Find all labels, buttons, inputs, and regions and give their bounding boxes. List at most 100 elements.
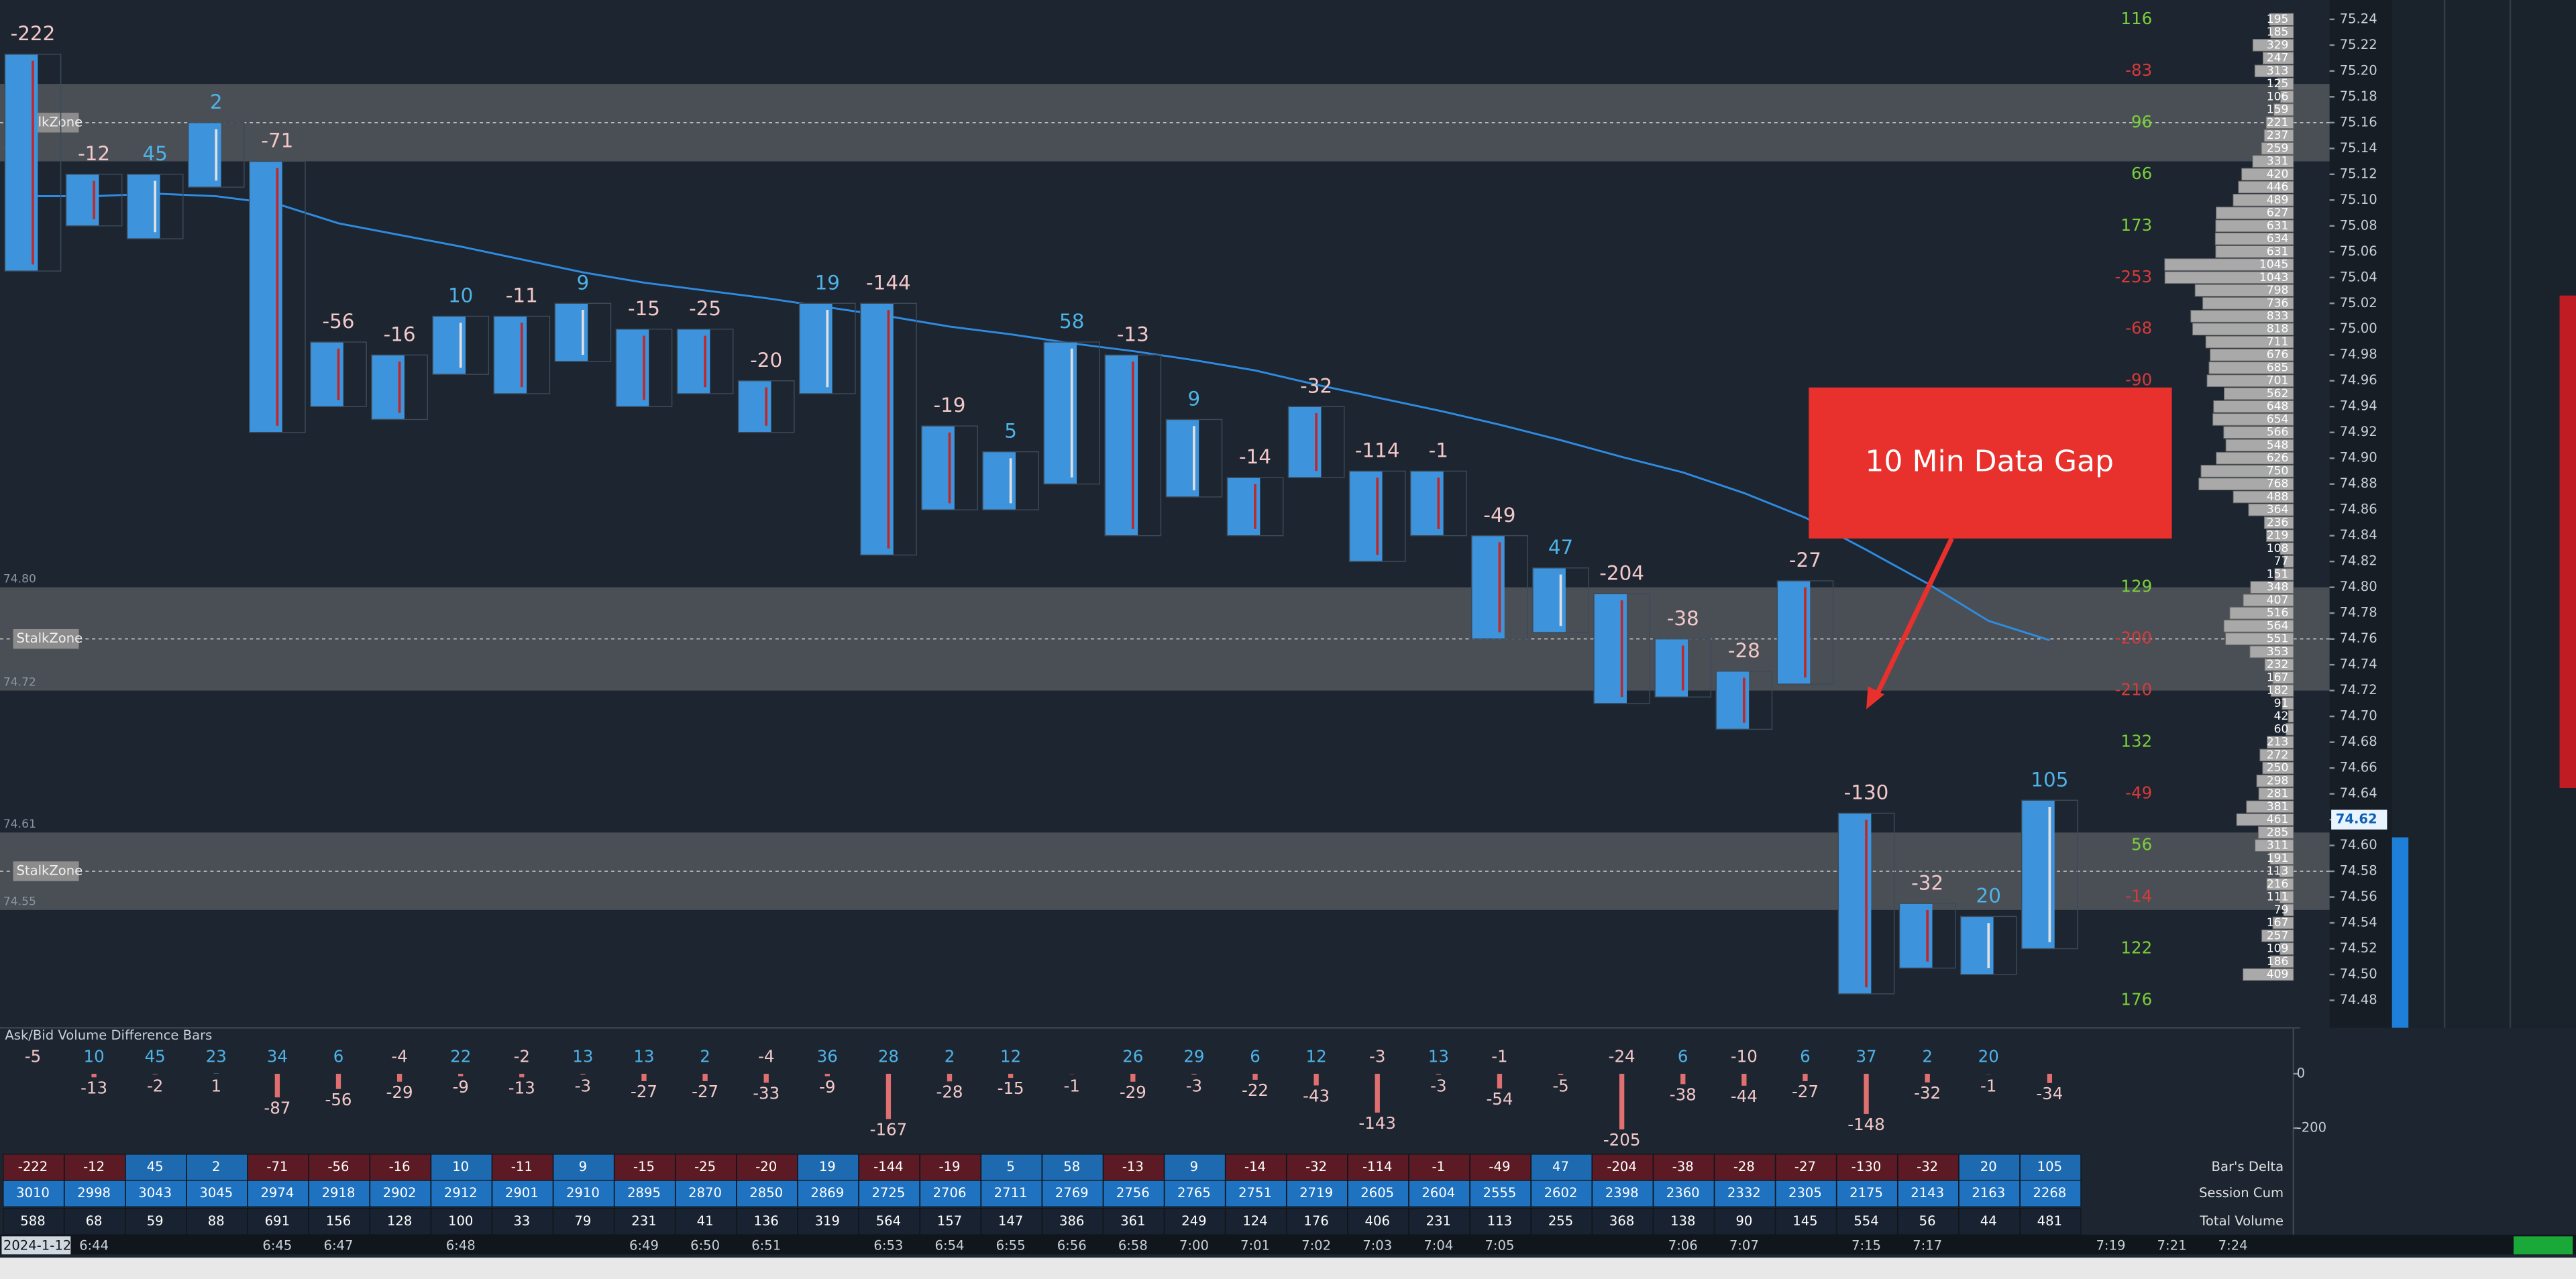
price-tick-label: 75.00	[2340, 321, 2377, 336]
time-label: 6:55	[996, 1238, 1026, 1254]
table-cell	[919, 1154, 981, 1181]
profile-label: 566	[2267, 426, 2289, 439]
ask-bid-bottom-label: -27	[692, 1082, 718, 1101]
table-value: 79	[574, 1213, 591, 1229]
table-cell	[186, 1180, 248, 1207]
ask-bid-top-label: -5	[25, 1047, 41, 1066]
table-cell	[614, 1208, 676, 1235]
ask-bid-bar	[1803, 1074, 1808, 1081]
time-axis-bg	[0, 1234, 2576, 1255]
time-label: 6:45	[262, 1238, 292, 1254]
table-cell	[1653, 1208, 1715, 1235]
table-value: -49	[1489, 1159, 1510, 1174]
profile-label: 364	[2267, 503, 2289, 516]
profile-label: 562	[2267, 387, 2289, 400]
price-tick-label: 74.54	[2340, 915, 2377, 930]
table-value: 100	[448, 1213, 473, 1229]
table-cell	[1591, 1180, 1654, 1207]
table-value: -11	[511, 1159, 533, 1174]
ask-bid-bar	[641, 1074, 647, 1081]
profile-label: 237	[2267, 129, 2289, 142]
ask-bid-bar	[824, 1074, 830, 1076]
table-cell	[1164, 1154, 1226, 1181]
table-cell	[1286, 1180, 1348, 1207]
footprint-outline	[187, 122, 245, 188]
ask-bid-bottom-label: -143	[1358, 1113, 1396, 1133]
table-value: 138	[1670, 1213, 1695, 1229]
bar-delta-label: 58	[1059, 310, 1084, 333]
table-value: 105	[2037, 1159, 2062, 1174]
ask-bid-bottom-label: -167	[870, 1120, 908, 1139]
profile-bar	[2266, 878, 2294, 891]
price-tick-label: 74.60	[2340, 837, 2377, 852]
table-value: 2711	[994, 1185, 1028, 1201]
level-delta: 116	[2121, 9, 2152, 28]
table-value: 2605	[1360, 1185, 1394, 1201]
profile-label: 1043	[2259, 271, 2289, 284]
ask-bid-bar	[1252, 1074, 1258, 1080]
profile-label: 627	[2267, 207, 2289, 220]
profile-label: 167	[2267, 916, 2289, 930]
profile-bar	[2264, 658, 2294, 671]
profile-label: 701	[2267, 374, 2289, 388]
bar-delta-label: -114	[1355, 439, 1400, 462]
profile-bar	[2255, 839, 2294, 852]
side-panel	[2392, 0, 2576, 1028]
ask-bid-top-label: -4	[758, 1047, 774, 1066]
zone-price-label: 74.72	[3, 675, 36, 689]
level-delta: -68	[2125, 319, 2152, 338]
profile-bar	[2270, 955, 2294, 968]
table-value: 136	[754, 1213, 779, 1229]
table-cell	[1714, 1208, 1776, 1235]
table-value: 44	[1980, 1213, 1997, 1229]
table-cell	[430, 1180, 492, 1207]
table-value: 58	[1063, 1159, 1080, 1174]
profile-label: 272	[2267, 748, 2289, 762]
table-cell	[1042, 1208, 1104, 1235]
profile-label: 257	[2267, 929, 2289, 942]
ask-bid-bar	[2047, 1074, 2053, 1083]
current-price-label: 74.62	[2336, 812, 2377, 827]
ask-bid-tick-label: -200	[2297, 1119, 2326, 1135]
profile-bar	[2254, 64, 2294, 78]
bar-delta-label: 9	[1188, 388, 1201, 410]
profile-bar	[2194, 284, 2294, 297]
profile-label: 750	[2267, 464, 2289, 478]
profile-label: 311	[2267, 839, 2289, 852]
ask-bid-top-label: 6	[333, 1047, 344, 1066]
ask-bid-bar	[947, 1074, 953, 1082]
ask-bid-top-label: 6	[1250, 1047, 1260, 1066]
time-label: 7:24	[2218, 1238, 2248, 1254]
footprint-outline	[1226, 477, 1284, 537]
profile-bar	[2164, 258, 2294, 271]
profile-bar	[2225, 632, 2294, 645]
table-cell	[858, 1154, 920, 1181]
table-value: 9	[579, 1159, 587, 1174]
footprint-outline	[1043, 341, 1101, 485]
ask-bid-bar	[702, 1074, 708, 1081]
profile-label: 221	[2267, 116, 2289, 129]
level-delta: 176	[2121, 990, 2152, 1009]
bar-delta-label: -49	[1483, 504, 1515, 526]
table-cell	[1836, 1180, 1898, 1207]
table-value: 2268	[2033, 1185, 2066, 1201]
table-cell	[797, 1208, 859, 1235]
profile-bar	[2252, 39, 2294, 52]
table-value: -14	[1244, 1159, 1266, 1174]
profile-label: 353	[2267, 645, 2289, 659]
footprint-outline	[1837, 812, 1895, 995]
table-cell	[308, 1154, 370, 1181]
price-tick-label: 74.50	[2340, 966, 2377, 982]
profile-label: 348	[2267, 581, 2289, 594]
footprint-outline	[1409, 470, 1467, 537]
profile-label: 420	[2267, 168, 2289, 181]
footprint-outline	[310, 341, 367, 407]
table-value: 2765	[1177, 1185, 1211, 1201]
price-tick-label: 74.86	[2340, 502, 2377, 517]
profile-bar	[2282, 697, 2294, 710]
table-value: 145	[1792, 1213, 1817, 1229]
table-cell	[980, 1180, 1042, 1207]
price-tick-label: 75.08	[2340, 217, 2377, 233]
table-cell	[308, 1208, 370, 1235]
